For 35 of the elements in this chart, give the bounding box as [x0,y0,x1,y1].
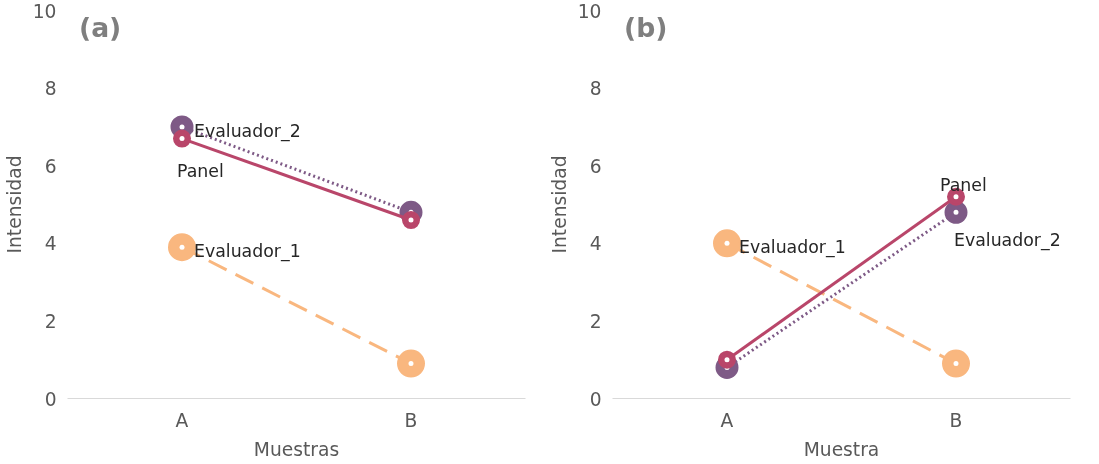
y-tick-label: 0 [589,388,602,410]
x-axis-title: Muestra [803,438,880,460]
y-tick-label: 10 [577,0,602,22]
y-tick-label: 0 [44,388,57,410]
y-tick-label: 2 [44,310,57,332]
y-tick-label: 4 [589,233,602,255]
y-tick-label: 6 [589,155,602,177]
point [713,229,741,258]
y-tick-label: 2 [589,310,602,332]
y-tick-label: 4 [44,233,57,255]
series-label: Evaluador_2 [194,120,301,142]
y-axis-title: Intensidad [3,155,25,254]
y-axis-title: Intensidad [548,155,570,254]
x-tick-label: B [949,409,963,431]
x-tick-label: B [404,409,418,431]
point [718,350,736,369]
series-label: Evaluador_1 [194,241,301,263]
point [173,129,191,148]
point [942,349,970,378]
y-tick-label: 8 [44,78,57,100]
point [397,349,425,378]
series-label: Panel [940,174,987,195]
x-tick-label: A [175,409,189,431]
y-tick-label: 6 [44,155,57,177]
chart-title: (a) [78,11,122,43]
y-tick-label: 8 [589,78,602,100]
chart-title: (b) [623,11,668,43]
series-label: Evaluador_1 [739,237,846,259]
point [168,233,196,262]
x-tick-label: A [720,409,734,431]
point [402,211,420,229]
series-label: Panel [177,160,224,181]
series-label: Evaluador_2 [954,230,1061,252]
y-tick-label: 10 [32,0,57,22]
x-axis-title: Muestras [253,438,340,460]
